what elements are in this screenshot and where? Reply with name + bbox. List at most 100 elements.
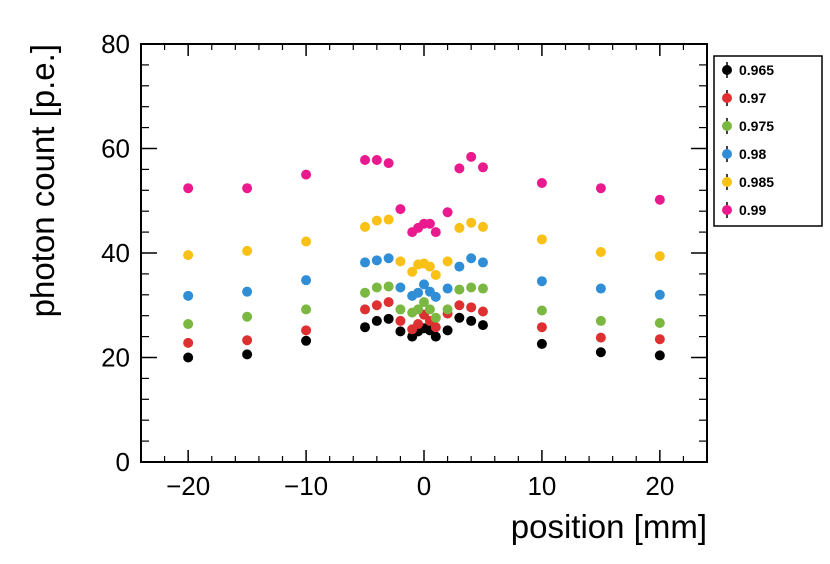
data-point	[442, 207, 453, 218]
data-point	[360, 304, 371, 315]
data-point	[536, 322, 547, 333]
data-point	[454, 284, 465, 295]
data-point	[536, 276, 547, 287]
legend-label: 0.99	[739, 202, 766, 218]
data-point	[371, 300, 382, 311]
legend-label: 0.98	[739, 146, 766, 162]
data-point	[477, 221, 488, 232]
data-point	[477, 257, 488, 268]
data-point	[371, 154, 382, 165]
x-tick-label: −10	[284, 471, 328, 501]
data-point	[360, 322, 371, 333]
data-point	[454, 300, 465, 311]
data-point	[430, 291, 441, 302]
legend-entry: 0.985	[722, 174, 774, 190]
data-point	[477, 320, 488, 331]
data-point	[536, 305, 547, 316]
data-point	[371, 215, 382, 226]
legend-entry: 0.965	[722, 62, 774, 78]
data-point	[654, 289, 665, 300]
data-point	[424, 261, 435, 272]
data-point	[466, 253, 477, 264]
data-point	[301, 275, 312, 286]
data-point	[430, 269, 441, 280]
data-point	[242, 335, 253, 346]
data-point	[242, 311, 253, 322]
data-point	[360, 257, 371, 268]
data-point	[301, 236, 312, 247]
y-tick-label: 60	[101, 134, 130, 164]
data-point	[454, 261, 465, 272]
data-point	[383, 158, 394, 169]
data-point	[536, 234, 547, 245]
data-point	[430, 227, 441, 238]
data-point	[454, 163, 465, 174]
data-point	[407, 266, 418, 277]
data-point	[183, 183, 194, 194]
series-0.985	[183, 214, 665, 280]
data-point	[654, 251, 665, 262]
data-point	[395, 326, 406, 337]
legend-label: 0.97	[739, 90, 766, 106]
data-point	[360, 154, 371, 165]
data-point	[413, 287, 424, 298]
data-point	[466, 282, 477, 293]
data-point	[183, 337, 194, 348]
data-points	[183, 151, 665, 363]
plot-frame	[140, 43, 708, 463]
legend-marker	[722, 205, 732, 215]
data-point	[242, 286, 253, 297]
legend-marker	[722, 177, 732, 187]
data-point	[395, 315, 406, 326]
legend-marker	[722, 149, 732, 159]
data-point	[595, 183, 606, 194]
legend-entry: 0.97	[722, 90, 766, 106]
series-0.98	[183, 253, 665, 302]
legend-entry: 0.98	[722, 146, 766, 162]
data-point	[383, 281, 394, 292]
data-point	[371, 315, 382, 326]
data-point	[371, 282, 382, 293]
legend-entry: 0.975	[722, 118, 774, 134]
y-tick-label: 80	[101, 29, 130, 59]
data-point	[454, 312, 465, 323]
data-point	[183, 290, 194, 301]
data-point	[595, 246, 606, 257]
y-axis-title: photon count [p.e.]	[24, 44, 61, 317]
data-point	[183, 319, 194, 330]
data-point	[442, 325, 453, 336]
x-axis-title: position [mm]	[511, 508, 707, 545]
data-point	[654, 334, 665, 345]
data-point	[466, 302, 477, 313]
series-0.99	[183, 151, 665, 238]
data-point	[242, 245, 253, 256]
y-tick-labels: 0 20 40 60 80	[101, 29, 130, 477]
data-point	[395, 282, 406, 293]
data-point	[301, 335, 312, 346]
data-point	[477, 283, 488, 294]
data-point	[395, 304, 406, 315]
legend-label: 0.975	[739, 118, 774, 134]
data-point	[413, 319, 424, 330]
legend-box	[713, 55, 823, 227]
data-point	[595, 315, 606, 326]
data-point	[301, 304, 312, 315]
data-point	[654, 350, 665, 361]
x-tick-label: 10	[527, 471, 556, 501]
data-point	[413, 304, 424, 315]
data-point	[242, 183, 253, 194]
data-point	[301, 169, 312, 180]
y-tick-label: 0	[116, 447, 130, 477]
data-point	[395, 204, 406, 215]
data-point	[536, 338, 547, 349]
data-point	[466, 315, 477, 326]
y-tick-label: 20	[101, 343, 130, 373]
data-point	[360, 221, 371, 232]
data-point	[466, 151, 477, 162]
data-point	[430, 312, 441, 323]
data-point	[383, 297, 394, 308]
data-point	[360, 287, 371, 298]
data-point	[424, 218, 435, 229]
